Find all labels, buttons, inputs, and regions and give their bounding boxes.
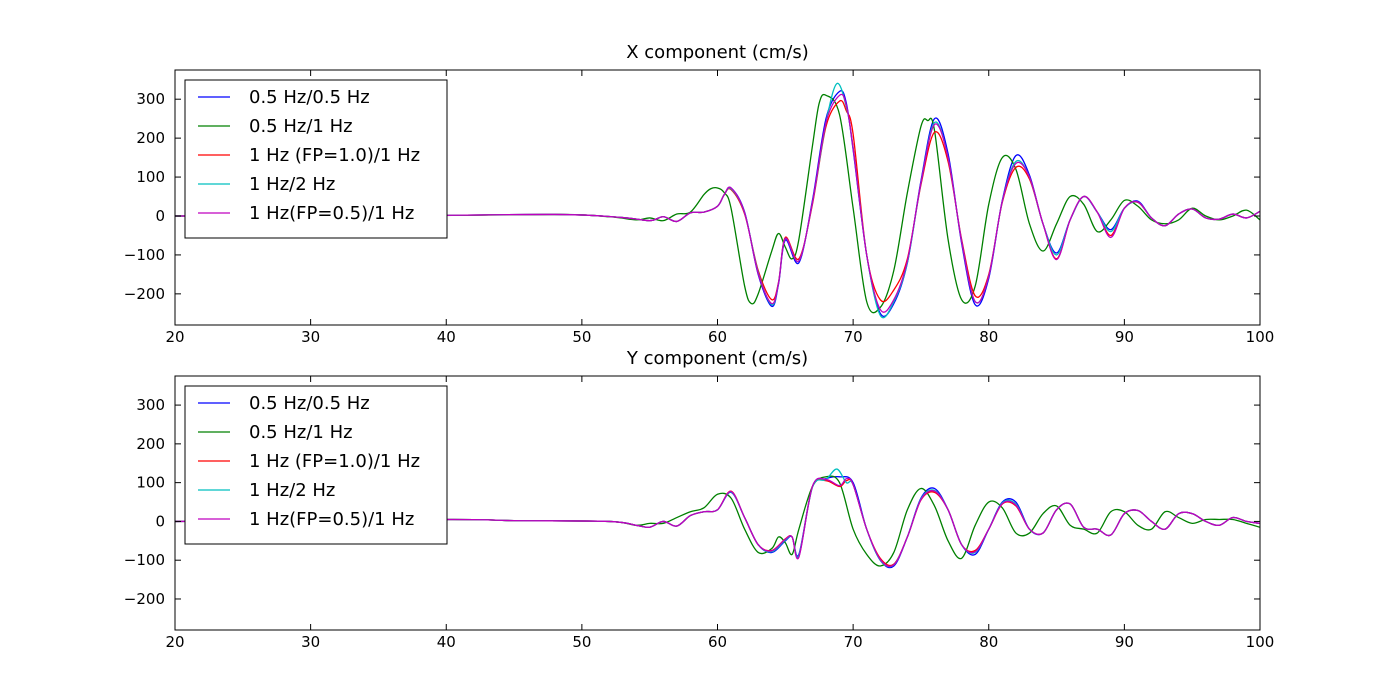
y-tick-label: −100	[124, 551, 165, 569]
y-tick-label: 0	[155, 512, 165, 530]
legend-box	[184, 79, 448, 239]
x-tick-label: 90	[1115, 328, 1134, 346]
legend-label-5: 1 Hz(FP=0.5)/1 Hz	[249, 509, 414, 530]
legend-label-4: 1 Hz/2 Hz	[249, 480, 335, 501]
x-tick-label: 20	[165, 328, 184, 346]
legend-label-2: 0.5 Hz/1 Hz	[249, 422, 353, 443]
x-tick-label: 50	[572, 633, 591, 651]
x-tick-label: 100	[1246, 633, 1275, 651]
y-tick-label: 200	[136, 129, 165, 147]
subplot-2: Y component (cm/s) 20 30 40 50 60 70 80 90 100 −20…	[124, 348, 1275, 651]
legend: 0.5 Hz/0.5 Hz 0.5 Hz/1 Hz 1 Hz (FP=1.0)/1 …	[184, 79, 448, 239]
x-tick-label: 50	[572, 328, 591, 346]
series-group	[175, 82, 1260, 319]
x-tick-label: 30	[301, 633, 320, 651]
y-tick-label: 0	[155, 207, 165, 225]
series-group	[175, 468, 1260, 569]
legend-label-4: 1 Hz/2 Hz	[249, 174, 335, 195]
x-tick-label: 90	[1115, 633, 1134, 651]
y-tick-label: 100	[136, 168, 165, 186]
subplot-title: X component (cm/s)	[626, 42, 809, 63]
x-tick-label: 60	[708, 328, 727, 346]
subplot-1: X component (cm/s) 20 30 40 50 60 70 80 90 100 −20…	[124, 42, 1275, 346]
legend-label-3: 1 Hz (FP=1.0)/1 Hz	[249, 145, 420, 166]
y-tick-label: 300	[136, 396, 165, 414]
y-tick-label: 100	[136, 474, 165, 492]
legend: 0.5 Hz/0.5 Hz 0.5 Hz/1 Hz 1 Hz (FP=1.0)/1 …	[184, 385, 448, 545]
legend-box	[184, 385, 448, 545]
x-tick-label: 30	[301, 328, 320, 346]
legend-label-3: 1 Hz (FP=1.0)/1 Hz	[249, 451, 420, 472]
x-tick-label: 80	[979, 328, 998, 346]
legend-label-1: 0.5 Hz/0.5 Hz	[249, 393, 370, 414]
x-tick-label: 70	[844, 633, 863, 651]
x-tick-label: 80	[979, 633, 998, 651]
legend-label-2: 0.5 Hz/1 Hz	[249, 116, 353, 137]
y-tick-label: −200	[124, 285, 165, 303]
x-tick-label: 100	[1246, 328, 1275, 346]
legend-label-1: 0.5 Hz/0.5 Hz	[249, 87, 370, 108]
x-tick-label: 60	[708, 633, 727, 651]
x-tick-label: 40	[437, 328, 456, 346]
x-tick-label: 20	[165, 633, 184, 651]
y-tick-label: −200	[124, 590, 165, 608]
subplot-title: Y component (cm/s)	[626, 348, 808, 369]
y-tick-label: −100	[124, 246, 165, 264]
y-tick-label: 200	[136, 435, 165, 453]
series-line-5	[175, 93, 1260, 313]
x-tick-label: 70	[844, 328, 863, 346]
x-tick-label: 40	[437, 633, 456, 651]
series-line-2	[175, 475, 1260, 567]
legend-label-5: 1 Hz(FP=0.5)/1 Hz	[249, 203, 414, 224]
y-tick-label: 300	[136, 90, 165, 108]
series-line-5	[175, 477, 1260, 568]
